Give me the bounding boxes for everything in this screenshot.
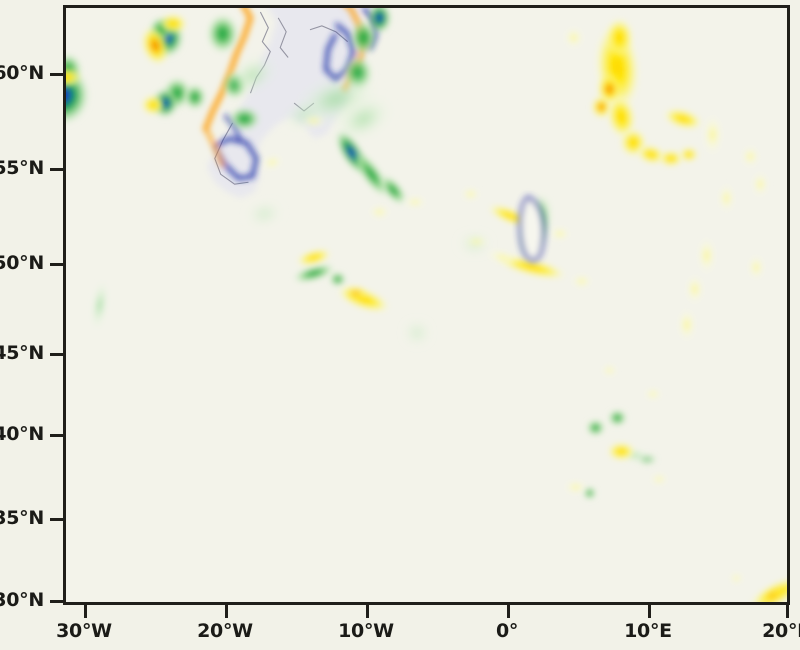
x-tick-10W [366,605,369,618]
y-axis-label-40N: 40°N [0,423,44,445]
y-axis-label-60N: 60°N [0,62,44,84]
y-tick-35N [50,518,63,521]
y-axis-label-45N: 45°N [0,342,44,364]
x-tick-20E [786,605,789,618]
map-plot-area [63,5,790,605]
x-axis-label-10E: 10°E [624,620,672,642]
y-axis-label-30N: 30°N [0,589,44,611]
x-tick-10E [648,605,651,618]
y-axis-label-35N: 35°N [0,507,44,529]
x-axis-label-30W: 30°W [56,620,112,642]
y-axis-label-55N: 55°N [0,157,44,179]
y-tick-45N [50,353,63,356]
x-tick-20W [225,605,228,618]
y-tick-50N [50,263,63,266]
north-sea-negative-ring [518,196,546,262]
x-axis-label-10W: 10°W [338,620,394,642]
y-tick-60N [50,73,63,76]
positive-anomaly-layer [66,13,787,602]
y-tick-40N [50,434,63,437]
x-tick-30W [84,605,87,618]
x-axis-label-0: 0° [495,620,519,642]
x-axis-label-20W: 20°W [197,620,253,642]
x-tick-0 [507,605,510,618]
y-tick-55N [50,168,63,171]
y-axis-label-50N: 50°N [0,252,44,274]
anomaly-field [66,8,787,602]
x-axis-label-20E: 20°E [762,620,800,642]
y-tick-30N [50,600,63,603]
